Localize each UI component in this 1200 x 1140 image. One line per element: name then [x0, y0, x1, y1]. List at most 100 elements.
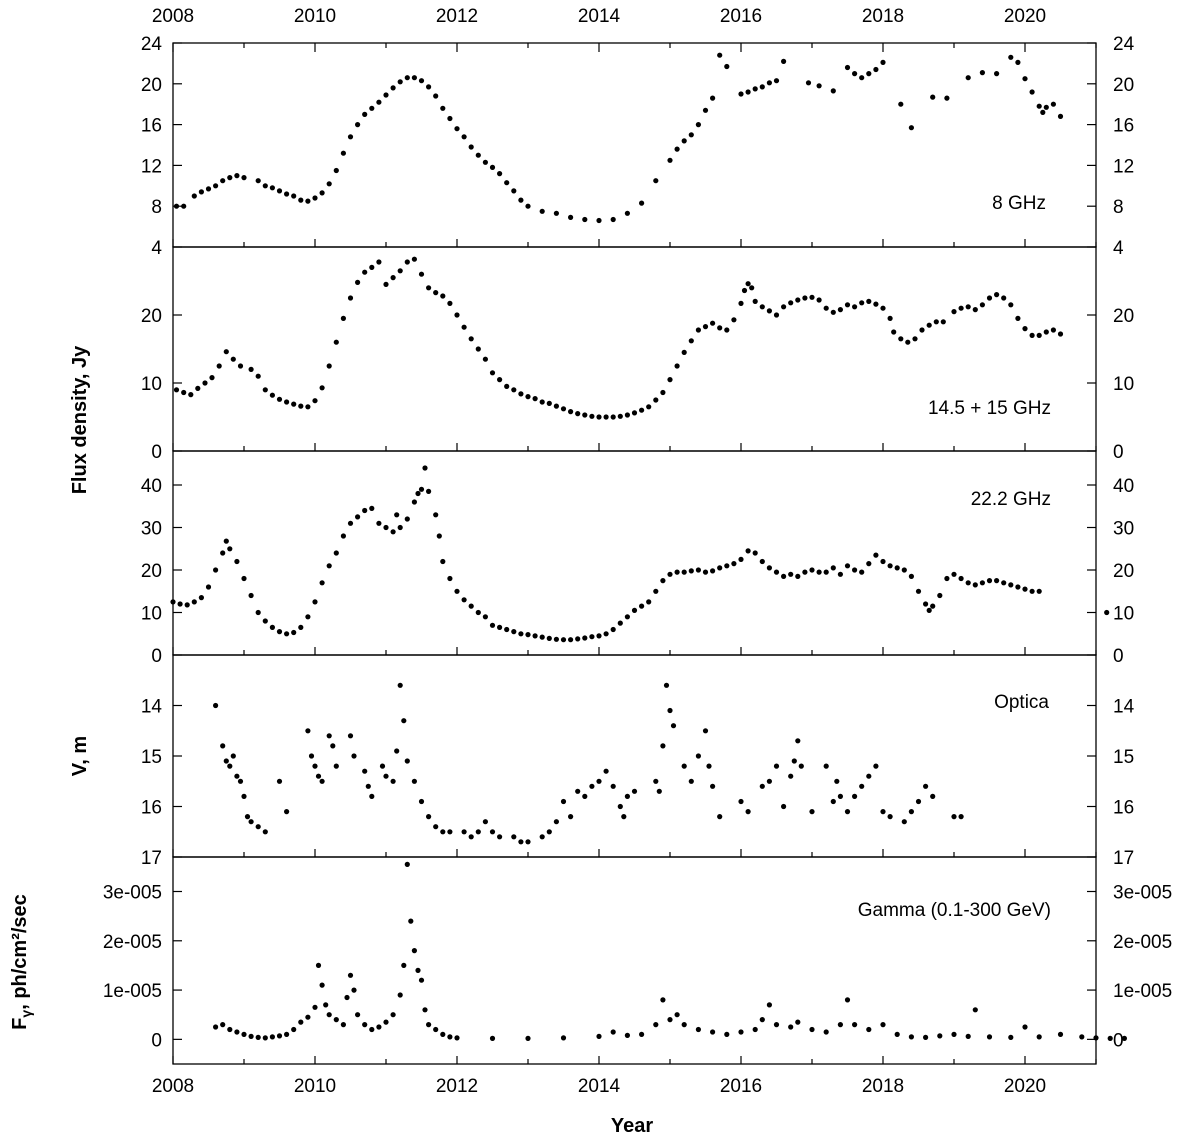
data-point: [653, 397, 659, 403]
data-point: [1022, 76, 1028, 82]
data-point: [379, 763, 386, 769]
data-point: [369, 264, 375, 270]
data-point: [312, 763, 318, 769]
data-point: [340, 315, 346, 321]
data-point: [376, 1024, 382, 1030]
data-point: [802, 295, 808, 301]
data-point: [383, 1019, 389, 1025]
data-point: [298, 1019, 304, 1025]
data-point: [994, 292, 1000, 298]
data-point: [319, 385, 325, 391]
data-point: [298, 624, 304, 631]
y-tick-label-right: 40: [1113, 476, 1134, 497]
data-point: [1029, 89, 1035, 95]
data-point: [489, 1035, 496, 1041]
data-point: [276, 1033, 283, 1039]
data-point: [433, 512, 439, 518]
data-point: [255, 373, 261, 379]
data-point: [773, 1022, 780, 1028]
y-tick-label-right: 24: [1113, 34, 1135, 55]
data-point: [873, 301, 879, 307]
data-point: [731, 561, 737, 567]
data-points-optical: [213, 682, 964, 845]
data-point: [731, 317, 737, 323]
data-point: [1036, 1034, 1042, 1040]
data-point: [181, 203, 187, 209]
y-tick-label-right: 10: [1113, 604, 1134, 625]
data-point: [333, 1017, 339, 1023]
data-point: [1121, 1035, 1127, 1041]
data-point: [660, 389, 666, 396]
x-tick-label-bottom: 2010: [294, 1076, 336, 1097]
data-point: [422, 465, 428, 471]
data-point: [511, 834, 517, 840]
data-point: [255, 178, 261, 184]
data-point: [308, 753, 315, 759]
data-point: [347, 520, 354, 526]
data-point: [539, 399, 545, 405]
data-point: [898, 101, 904, 107]
data-point: [958, 814, 964, 820]
data-point: [979, 302, 986, 308]
data-point: [227, 1026, 233, 1033]
data-point: [681, 569, 687, 575]
data-point: [766, 778, 773, 784]
data-point: [575, 411, 581, 417]
data-point: [404, 516, 410, 522]
panel-gamma: 0 0 1e-005 1e-005 2e-005 2e-005 3e-005 3e-005 Ga…: [103, 856, 1172, 1065]
data-point: [291, 629, 297, 636]
data-point: [880, 809, 886, 815]
data-points-22ghz: [170, 465, 1110, 643]
data-point: [560, 798, 567, 805]
data-point: [433, 290, 439, 296]
data-point: [653, 178, 659, 184]
data-point: [369, 1026, 375, 1033]
data-point: [681, 763, 687, 769]
y-tick-label-left: 20: [141, 75, 162, 96]
data-point: [624, 210, 631, 216]
data-point: [1107, 1035, 1113, 1041]
data-point: [688, 338, 694, 344]
data-point: [181, 389, 187, 396]
data-point: [887, 814, 893, 820]
data-point: [667, 1017, 673, 1023]
y-tick-label-right: 0: [1113, 442, 1124, 463]
data-points-15ghz: [173, 256, 1064, 420]
x-tick-label-top: 2016: [720, 6, 762, 27]
data-point: [390, 778, 396, 784]
data-point: [489, 370, 496, 376]
data-point: [624, 1032, 631, 1038]
data-point: [589, 783, 595, 789]
data-point: [624, 614, 631, 620]
data-point: [344, 994, 350, 1001]
data-point: [859, 569, 865, 575]
data-point: [603, 414, 609, 420]
data-point: [781, 573, 787, 580]
data-point: [610, 783, 616, 789]
data-point: [504, 180, 510, 186]
data-point: [1040, 109, 1046, 115]
x-tick-label-bottom: 2012: [436, 1076, 478, 1097]
data-point: [781, 803, 787, 810]
data-point: [213, 702, 219, 709]
x-tick-label-top: 2014: [578, 6, 621, 27]
data-point: [291, 1026, 297, 1033]
data-point: [766, 80, 773, 86]
data-point: [880, 558, 886, 565]
data-point: [518, 391, 524, 397]
data-point: [326, 181, 332, 187]
data-point: [923, 783, 929, 789]
data-point: [639, 200, 645, 206]
data-point: [365, 783, 371, 789]
data-point: [994, 71, 1000, 77]
data-point: [667, 377, 673, 383]
data-point: [447, 1034, 453, 1040]
data-point: [454, 126, 460, 132]
data-point: [447, 300, 453, 306]
data-point: [340, 1022, 346, 1028]
data-point: [1015, 315, 1021, 321]
y-tick-label-left: 3e-005: [103, 883, 162, 904]
data-point: [404, 75, 410, 81]
data-point: [1008, 582, 1014, 588]
data-point: [330, 743, 336, 749]
